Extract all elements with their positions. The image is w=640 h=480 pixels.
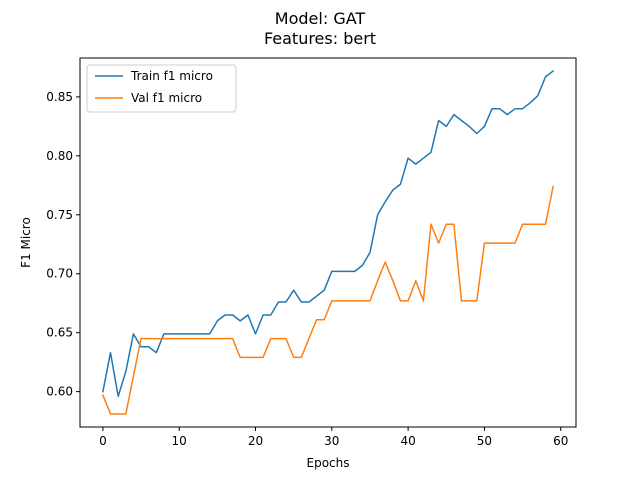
x-tick-label: 10 [172,434,187,448]
plot-frame [79,57,577,428]
chart-subtitle: Features: bert [264,29,376,48]
x-tick-label: 60 [553,434,568,448]
x-tick-label: 20 [248,434,263,448]
y-tick-label: 0.70 [46,267,73,281]
y-tick-label: 0.80 [46,149,73,163]
y-tick-label: 0.60 [46,385,73,399]
legend: Train f1 micro Val f1 micro [86,64,237,113]
legend-label-train: Train f1 micro [130,69,213,83]
train-f1-line [102,69,555,398]
x-tick-label: 50 [477,434,492,448]
x-tick-label: 0 [99,434,107,448]
x-tick-label: 40 [400,434,415,448]
legend-box [86,64,237,113]
series-layer [101,69,555,415]
x-tick-label: 30 [324,434,339,448]
y-axis-label: F1 Micro [19,217,33,268]
tick-layer: 0 10 20 30 40 50 60 0.60 0.65 0.70 0.75 0.80 0.85 [46,90,568,448]
chart-title: Model: GAT [275,9,366,28]
x-axis-label: Epochs [307,456,350,470]
y-tick-label: 0.65 [46,326,73,340]
y-tick-label: 0.75 [46,208,73,222]
legend-label-val: Val f1 micro [131,91,202,105]
y-tick-label: 0.85 [46,90,73,104]
val-f1-line [101,185,554,415]
